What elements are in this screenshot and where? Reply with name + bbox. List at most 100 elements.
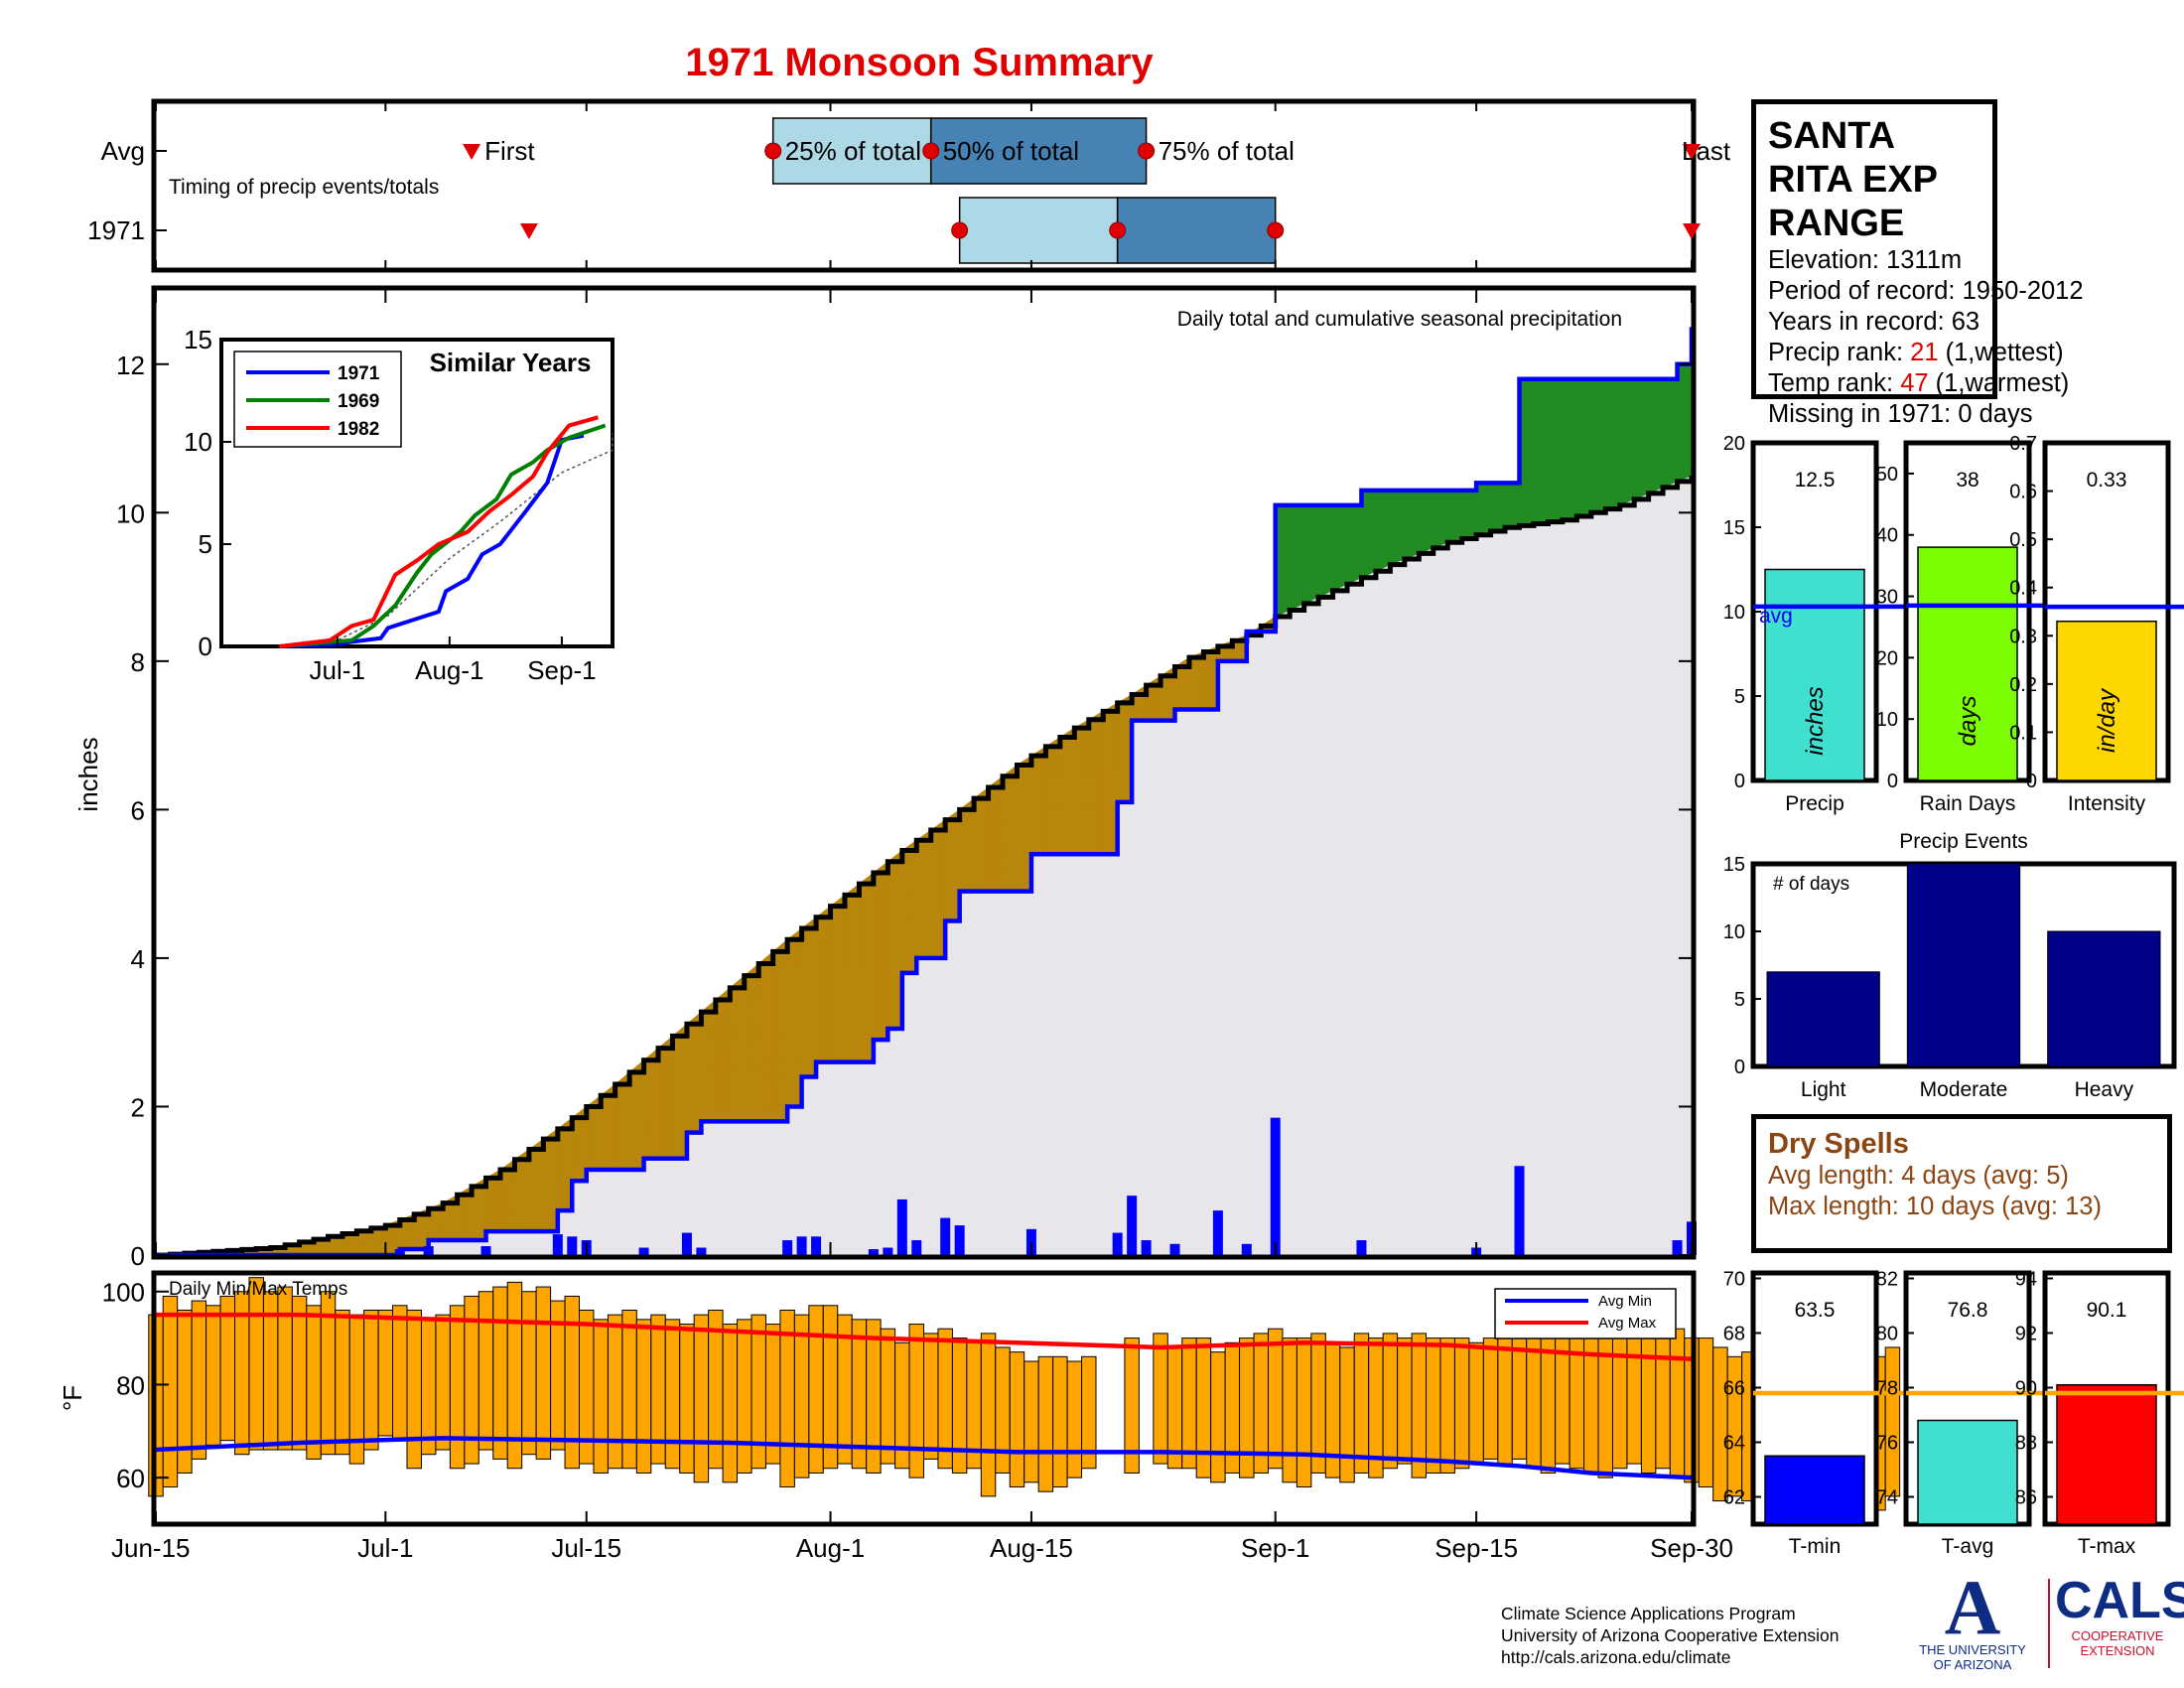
temp-range-bar xyxy=(420,1319,437,1456)
temp-range-bar xyxy=(392,1305,408,1442)
stat-ytick-label: 0.2 xyxy=(2009,674,2037,696)
dry-spells-box: Dry Spells Avg length: 4 days (avg: 5) M… xyxy=(1751,1114,2172,1253)
temp-range-bar xyxy=(1210,1351,1226,1483)
temp-rank-line: Temp rank: 47 (1,warmest) xyxy=(1768,368,2069,399)
xtick-label: Aug-15 xyxy=(990,1533,1073,1563)
temp-range-bar xyxy=(1669,1328,1686,1478)
stat-ytick-label: 15 xyxy=(1723,517,1745,539)
timing-marker-p75 xyxy=(1138,142,1156,160)
inset-series-1982 xyxy=(279,415,599,648)
precip-events-panel: Light Moderate Heavy 0 5 10 15 Precip Events # o… xyxy=(1723,830,2177,1101)
stat-axis-label: in/day xyxy=(2094,687,2120,753)
inset-legend-label: 1971 xyxy=(338,363,380,384)
timing-label-50: 50% of total xyxy=(943,136,1079,166)
temp-range-bar xyxy=(1426,1337,1441,1474)
timing-triangle-last xyxy=(1683,144,1701,160)
stat-ytick-label: 86 xyxy=(2015,1487,2037,1509)
daily-precip-bar xyxy=(638,1247,649,1255)
precip-rank-value: 21 xyxy=(1910,339,1939,366)
average-cumulative-line xyxy=(156,475,1695,1258)
stat-ytick-label: 88 xyxy=(2015,1433,2037,1455)
temp-ytick-label: 100 xyxy=(102,1278,145,1308)
period-of-record: Period of record: 1950-2012 xyxy=(1768,277,2084,305)
temp-range-bar xyxy=(880,1328,896,1465)
temp-range-bar xyxy=(277,1286,293,1451)
xtick-label: Sep-1 xyxy=(1241,1533,1309,1563)
events-category-label: Heavy xyxy=(2075,1078,2134,1101)
temp-range-bar xyxy=(521,1291,537,1456)
stat-bar-t-avg xyxy=(1917,1419,2018,1525)
daily-precip-bar xyxy=(896,1198,907,1255)
temp-range-bar xyxy=(1526,1324,1542,1470)
years-in-record: Years in record: 63 xyxy=(1768,308,1980,336)
cum-frame xyxy=(151,285,1697,1260)
temp-range-bar xyxy=(1267,1328,1284,1470)
temp-legend-label: Avg Min xyxy=(1598,1293,1652,1310)
temp-range-bar xyxy=(1181,1337,1197,1470)
cum-ytick-label: 10 xyxy=(116,498,145,528)
temp-range-bar xyxy=(593,1319,609,1474)
credits-url: http://cals.arizona.edu/climate xyxy=(1501,1647,1731,1667)
temp-range-bar xyxy=(1310,1333,1326,1474)
daily-precip-bar xyxy=(911,1240,922,1255)
temp-ylabel: °F xyxy=(58,1385,87,1411)
temp-ytick-label: 80 xyxy=(116,1370,145,1400)
stat-ytick-label: 20 xyxy=(1876,647,1898,669)
stat-label: Precip xyxy=(1785,792,1844,815)
avg-max-line xyxy=(156,1312,1693,1361)
avg-min-line xyxy=(155,1436,1693,1480)
temp-range-bar xyxy=(693,1314,710,1483)
arizona-a-icon: A xyxy=(1944,1564,2001,1650)
stat-bar-t-min xyxy=(1764,1455,1865,1525)
credits-line2: University of Arizona Cooperative Extens… xyxy=(1501,1625,1840,1645)
daily-precip-bar xyxy=(552,1234,563,1255)
daily-precip-bar xyxy=(480,1246,491,1255)
temp-range-bar xyxy=(1555,1319,1570,1465)
xtick-label: Jul-1 xyxy=(357,1533,413,1563)
temp-range-bar xyxy=(1712,1346,1728,1502)
stat-ytick-label: 50 xyxy=(1876,464,1898,486)
temp-range-bar xyxy=(406,1309,422,1470)
temp-range-bar xyxy=(1353,1333,1370,1474)
precip-rank-note: (1,wettest) xyxy=(1938,339,2064,366)
timing-box-25-50 xyxy=(958,197,1119,264)
ua-logo-text1: THE UNIVERSITY xyxy=(1919,1642,2026,1657)
temp-range-bar xyxy=(779,1309,795,1488)
temp-range-bar xyxy=(1024,1360,1039,1483)
stat-ytick-label: 5 xyxy=(1734,686,1745,708)
temp-range-bar xyxy=(1037,1355,1054,1492)
xtick-label: Sep-15 xyxy=(1434,1533,1518,1563)
timing-label-first: First xyxy=(484,136,535,166)
stat-ytick-label: 80 xyxy=(1876,1324,1898,1345)
temp-range-bar xyxy=(535,1286,552,1460)
credits-line1: Climate Science Applications Program xyxy=(1501,1604,1796,1623)
inset-ytick-label: 5 xyxy=(199,529,212,559)
daily-precip-bar xyxy=(1112,1232,1123,1255)
daily-precip-bar xyxy=(883,1247,893,1255)
temp-range-bar xyxy=(1382,1333,1399,1470)
university-of-arizona-logo: A THE UNIVERSITY OF ARIZONA xyxy=(1918,1564,2027,1673)
station-name-line1: SANTA RITA EXP xyxy=(1768,115,1939,201)
events-ytick-label: 5 xyxy=(1734,989,1745,1011)
page-title: 1971 Monsoon Summary xyxy=(685,41,1154,84)
temp-range-bar xyxy=(923,1333,939,1460)
stat-bar-intensity xyxy=(2056,620,2157,781)
precip-stats-panels: 12.5 Precip inches avg 0 5 10 15 20 38 Rain Days da… xyxy=(1723,433,2184,815)
temp-range-bar xyxy=(1282,1337,1297,1483)
cumulative-1971-line xyxy=(156,327,1695,1258)
temp-range-bar xyxy=(478,1291,494,1451)
stat-ytick-label: 70 xyxy=(1723,1269,1745,1291)
cum-title: Daily total and cumulative seasonal prec… xyxy=(1177,308,1622,331)
timing-label-last: Last xyxy=(1682,136,1731,166)
timing-row-label: 1971 xyxy=(87,215,145,245)
inset-legend-label: 1969 xyxy=(338,391,379,412)
stat-ytick-label: 74 xyxy=(1876,1487,1898,1509)
daily-precip-bar xyxy=(567,1236,578,1255)
temp-range-bar xyxy=(205,1305,221,1446)
stat-ytick-label: 92 xyxy=(2015,1324,2037,1345)
dry-spells-avg: Avg length: 4 days (avg: 5) xyxy=(1768,1162,2069,1190)
inset-ytick-label: 0 xyxy=(199,632,212,661)
stat-label: T-min xyxy=(1789,1535,1842,1558)
daily-precip-bar xyxy=(1025,1228,1036,1255)
stat-ytick-label: 76 xyxy=(1876,1433,1898,1455)
